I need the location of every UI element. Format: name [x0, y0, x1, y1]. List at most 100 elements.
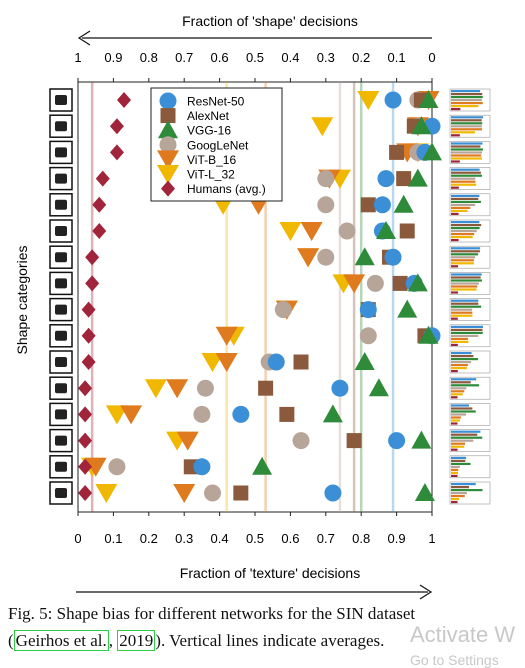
- category-icon-airplane: [49, 88, 73, 112]
- data-point: [292, 432, 310, 450]
- bottom-tick-label: 0.4: [211, 531, 229, 546]
- mini-bar: [451, 396, 458, 399]
- data-point: [293, 354, 309, 370]
- data-point: [193, 405, 211, 423]
- mini-bar: [451, 250, 480, 253]
- category-icon-cat: [49, 245, 73, 269]
- bottle2-icon: [55, 409, 67, 420]
- mini-bar: [451, 194, 480, 197]
- data-point: [78, 458, 93, 475]
- legend-marker: [158, 120, 178, 139]
- mini-bar: [451, 361, 472, 364]
- legend-label: ViT-L_32: [187, 168, 235, 182]
- mini-bar: [451, 99, 482, 102]
- mini-bar: [451, 393, 463, 396]
- top-tick-label: 0: [428, 50, 435, 65]
- data-point: [95, 484, 118, 503]
- bottom-tick-label: 0.7: [317, 531, 335, 546]
- activate-windows-watermark: Activate W: [410, 622, 516, 647]
- airplane-icon: [55, 95, 67, 105]
- data-point: [204, 484, 222, 502]
- mini-bars-clock: [449, 455, 491, 479]
- data-point: [360, 197, 376, 213]
- mini-bar: [451, 419, 460, 422]
- mini-bar: [451, 157, 482, 160]
- mini-bar: [451, 276, 481, 279]
- legend-marker: [160, 108, 176, 124]
- legend-label: GoogLeNet: [187, 138, 249, 152]
- data-point: [78, 432, 93, 449]
- data-point: [92, 196, 107, 213]
- bicycle-icon: [55, 488, 67, 498]
- data-point: [407, 168, 428, 187]
- mini-bar: [451, 154, 482, 157]
- mini-bar-frame: [449, 429, 491, 452]
- data-point: [418, 90, 439, 108]
- mini-bar: [451, 413, 467, 416]
- mini-bar-frame: [449, 167, 491, 190]
- mini-bar: [451, 102, 483, 105]
- top-axis-arrow: [77, 30, 432, 46]
- mini-bar: [451, 183, 477, 186]
- data-point: [117, 92, 132, 108]
- data-point: [81, 354, 96, 370]
- clock-icon: [55, 461, 67, 472]
- mini-bar: [451, 299, 479, 302]
- mini-bar: [451, 125, 482, 128]
- mini-bar: [451, 253, 479, 256]
- mini-bar-frame: [449, 114, 491, 138]
- data-point: [78, 380, 93, 397]
- series-vgg-16: [252, 90, 442, 501]
- data-point: [196, 379, 214, 397]
- aeroplane-icon: [55, 147, 67, 158]
- mini-bar: [451, 239, 459, 242]
- data-point: [300, 222, 323, 241]
- mini-bar: [451, 282, 479, 285]
- mini-bar: [451, 279, 482, 282]
- category-icon-oven: [49, 219, 73, 243]
- mini-bars-oven: [449, 219, 491, 243]
- data-point: [393, 194, 414, 213]
- mini-bar: [451, 285, 478, 288]
- mini-bar: [451, 416, 461, 419]
- mini-bar: [451, 151, 482, 154]
- data-point: [368, 378, 389, 397]
- mini-bar: [451, 436, 483, 439]
- mini-bar: [451, 474, 458, 477]
- cat-icon: [55, 252, 67, 263]
- category-icon-aeroplane: [49, 140, 73, 165]
- data-point: [324, 484, 342, 502]
- mini-bar: [451, 142, 483, 145]
- mini-bar: [451, 498, 460, 501]
- citation-year-link[interactable]: 2019: [117, 630, 156, 651]
- mini-bars-bottle2: [449, 403, 491, 426]
- data-point: [414, 483, 435, 501]
- data-point: [109, 118, 124, 135]
- bottom-tick-label: 0.9: [388, 531, 406, 546]
- mini-bar: [451, 456, 467, 459]
- data-point: [258, 380, 274, 396]
- mini-bar: [451, 108, 461, 111]
- mini-bar: [451, 448, 458, 451]
- citation-author-link[interactable]: Geirhos et al.: [13, 630, 109, 651]
- mini-bar: [451, 236, 473, 239]
- mini-bar: [451, 105, 479, 108]
- mini-bar: [451, 328, 483, 331]
- data-point: [176, 431, 199, 451]
- mini-bar: [451, 430, 481, 433]
- mini-bar: [451, 390, 465, 393]
- mini-bar: [451, 122, 483, 125]
- mini-bar: [451, 311, 473, 314]
- data-point: [418, 325, 439, 344]
- mini-bar: [451, 370, 458, 373]
- mini-bar: [451, 221, 480, 224]
- data-point: [375, 221, 396, 239]
- bottom-tick-label: 0.8: [352, 531, 370, 546]
- mini-bar: [451, 384, 480, 387]
- data-point: [322, 404, 343, 423]
- mini-bar: [451, 364, 468, 367]
- data-point: [389, 144, 405, 160]
- data-point: [215, 353, 238, 372]
- mini-bar: [451, 378, 477, 381]
- mini-bar: [451, 410, 476, 413]
